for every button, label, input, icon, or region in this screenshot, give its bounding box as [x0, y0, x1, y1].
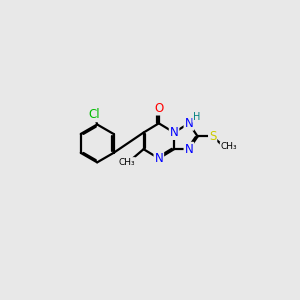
- Text: CH₃: CH₃: [118, 158, 135, 167]
- Text: N: N: [154, 152, 163, 165]
- Text: N: N: [184, 143, 193, 156]
- Text: Cl: Cl: [88, 108, 100, 121]
- Text: O: O: [154, 102, 164, 115]
- Text: H: H: [193, 112, 201, 122]
- Text: CH₃: CH₃: [220, 142, 237, 152]
- Text: N: N: [170, 126, 178, 139]
- Text: S: S: [209, 130, 216, 143]
- Text: N: N: [184, 117, 193, 130]
